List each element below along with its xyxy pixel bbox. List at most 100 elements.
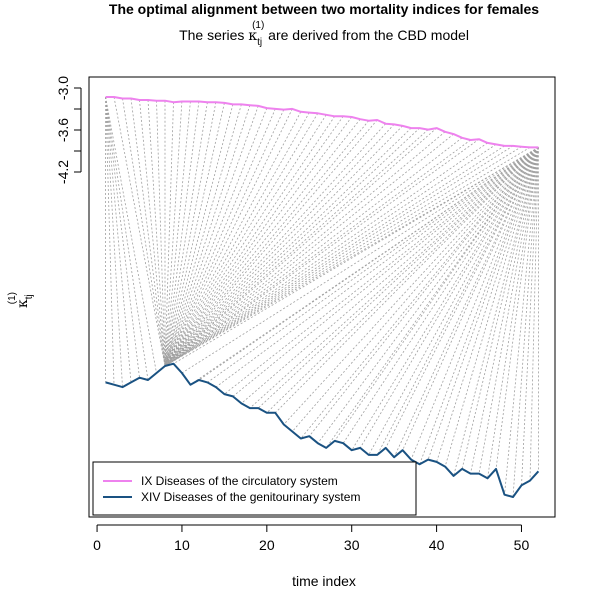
alignment-line-82 [376, 147, 539, 456]
alignment-line-44 [164, 129, 429, 367]
alignment-line-73 [300, 147, 539, 439]
alignment-line-49 [164, 139, 471, 367]
alignment-line-26 [164, 108, 276, 367]
subtitle-superscript: (1) [252, 20, 264, 31]
alignment-line-35 [164, 116, 353, 367]
alignment-line-83 [385, 147, 539, 449]
alignment-line-11 [147, 99, 166, 367]
y-axis: -3.0 -3.6 -4.2 [55, 76, 82, 184]
alignment-line-88 [427, 147, 539, 460]
plot-area [88, 76, 556, 518]
alignment-line-61 [198, 147, 539, 381]
alignment-line-4 [105, 96, 140, 378]
alignment-line-76 [325, 147, 539, 449]
subtitle-subscript: tj [257, 37, 262, 48]
alignment-line-55 [164, 146, 522, 367]
alignment-line-20 [164, 102, 225, 367]
alignment-line-8 [122, 98, 166, 367]
y-axis-label: κtj (1) [7, 292, 35, 308]
alignment-line-37 [164, 120, 370, 367]
alignment-line-7 [113, 96, 166, 367]
x-tick-label-20: 20 [259, 537, 275, 553]
alignment-line-48 [164, 137, 463, 367]
alignment-line-85 [402, 147, 539, 451]
alignment-line-80 [359, 147, 539, 449]
chart-title: The optimal alignment between two mortal… [109, 1, 539, 17]
x-axis-label: time index [292, 573, 356, 589]
x-tick-label-30: 30 [344, 537, 360, 553]
alignment-line-75 [317, 147, 539, 444]
x-tick-label-40: 40 [429, 537, 445, 553]
alignment-line-29 [164, 111, 302, 367]
alignment-line-9 [130, 98, 166, 367]
alignment-line-64 [224, 147, 539, 395]
x-tick-label-50: 50 [514, 537, 530, 553]
alignment-line-84 [393, 147, 539, 458]
alignment-line-91 [453, 147, 539, 476]
alignment-line-34 [164, 116, 344, 367]
alignment-line-23 [164, 105, 251, 367]
alignment-line-71 [283, 147, 539, 425]
alignment-line-6 [105, 96, 157, 374]
alignment-line-59 [181, 147, 539, 374]
alignment-line-100 [529, 147, 539, 481]
alignment-line-12 [156, 100, 166, 367]
legend-label-genitourinary: XIV Diseases of the genitourinary system [141, 490, 360, 504]
alignment-line-22 [164, 104, 242, 367]
alignment-line-79 [351, 147, 539, 451]
alignment-line-36 [164, 118, 361, 367]
alignment-line-77 [334, 147, 539, 442]
series-lines [105, 96, 540, 498]
alignment-line-74 [308, 147, 539, 437]
alignment-line-52 [164, 144, 497, 367]
alignment-line-14 [164, 102, 174, 367]
alignment-line-2 [105, 96, 123, 388]
alignment-line-47 [164, 133, 454, 367]
alignment-line-15 [164, 101, 183, 367]
x-axis: 0 10 20 30 40 50 [93, 524, 530, 553]
chart-subtitle: The series κtj (1) are derived from the C… [179, 20, 469, 48]
svg-text:κtj(1): κtj (1) [7, 292, 35, 308]
ylabel-superscript: (1) [7, 292, 18, 304]
subtitle-suffix: are derived from the CBD model [264, 27, 469, 43]
y-tick-label-group-1: -3.6 [55, 118, 71, 142]
y-tick-label-group-2: -4.2 [55, 160, 71, 184]
alignment-line-19 [164, 102, 217, 367]
alignment-line-46 [164, 131, 446, 367]
ylabel-subscript: tj [24, 294, 35, 299]
alignment-line-25 [164, 107, 268, 367]
alignment-line-31 [164, 113, 319, 367]
alignment-line-63 [215, 147, 539, 388]
alignment-line-53 [164, 145, 505, 367]
alignment-line-54 [164, 145, 514, 367]
alignment-line-69 [266, 147, 539, 414]
subtitle-prefix: The series [179, 27, 248, 43]
alignment-line-45 [164, 127, 437, 367]
alignment-line-65 [232, 147, 539, 397]
alignment-line-51 [164, 142, 488, 367]
alignment-line-56 [164, 147, 531, 367]
alignment-line-81 [368, 147, 539, 456]
alignment-line-1 [105, 96, 115, 385]
alignment-line-21 [164, 104, 234, 367]
alignment-line-17 [164, 101, 200, 367]
legend-box [92, 461, 417, 516]
alignment-lines [105, 96, 539, 498]
alignment-line-38 [164, 119, 378, 367]
y-tick-label-1: -3.6 [55, 118, 71, 142]
alignment-line-33 [164, 116, 336, 367]
alignment-line-67 [249, 147, 539, 409]
alignment-line-99 [521, 147, 539, 486]
alignment-line-97 [504, 147, 539, 495]
alignment-line-39 [164, 123, 386, 367]
alignment-line-40 [164, 124, 395, 367]
series-line-circulatory [105, 96, 539, 149]
alignment-line-30 [164, 112, 310, 367]
alignment-line-98 [512, 147, 539, 498]
legend: IX Diseases of the circulatory system XI… [92, 461, 417, 516]
y-tick-label-0: -3.0 [55, 76, 71, 100]
alignment-line-10 [139, 99, 166, 367]
alignment-line-86 [410, 147, 539, 460]
series-line-genitourinary [105, 362, 540, 498]
alignment-line-94 [478, 147, 539, 474]
